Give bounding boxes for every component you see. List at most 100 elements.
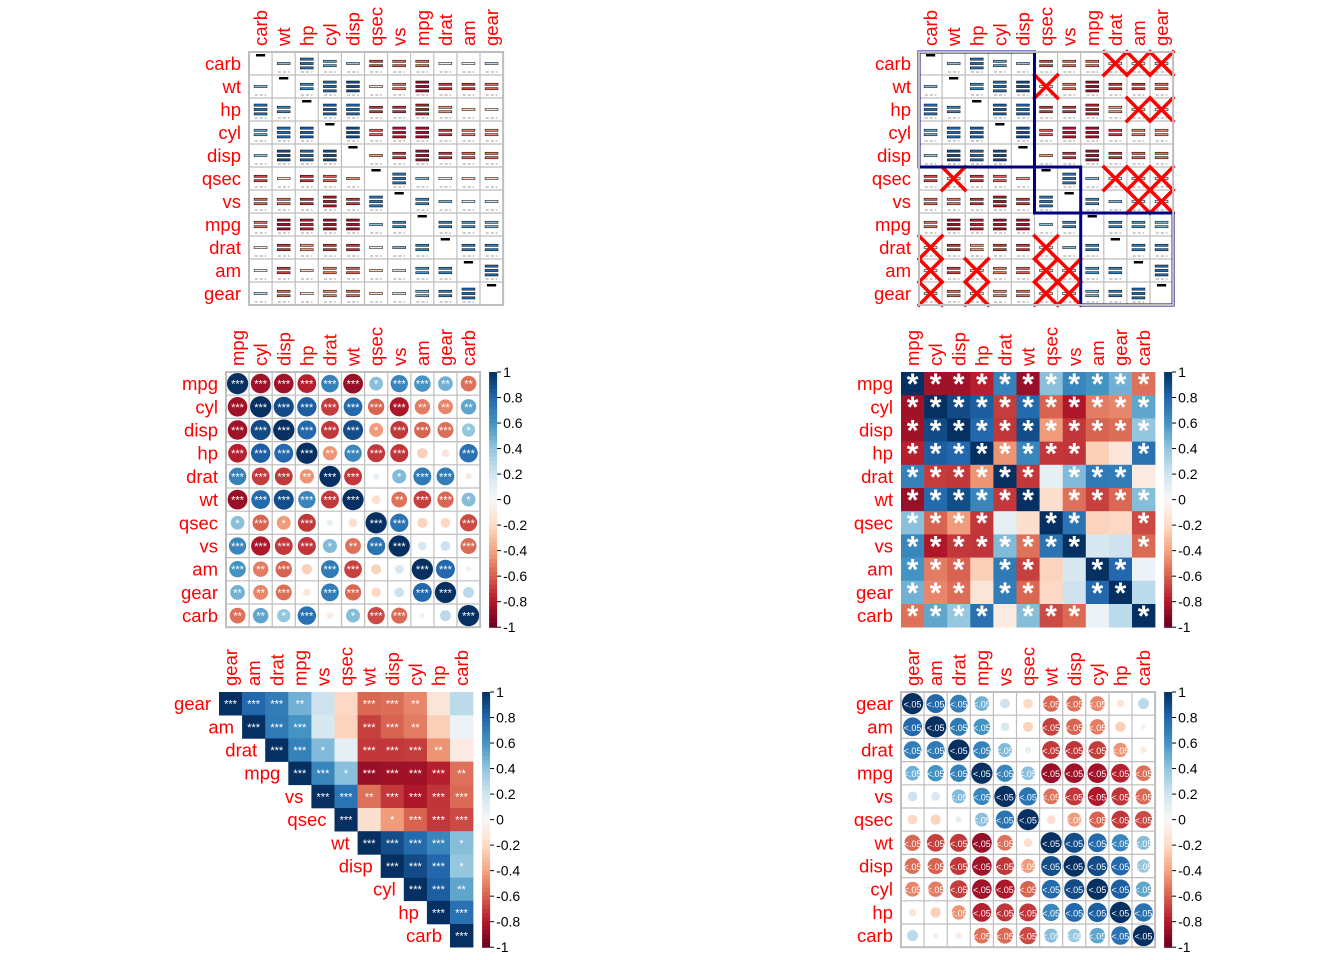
- p2-cell-bar: [993, 80, 1007, 84]
- p2-cell-bar: [946, 243, 961, 247]
- p4-col-label-wt: wt: [1018, 348, 1039, 368]
- p6-circle: [995, 810, 1015, 829]
- p2-cell: [1154, 264, 1169, 280]
- p3-sig-label: **: [441, 402, 450, 414]
- p1-cell: [438, 220, 453, 234]
- p1-cell: [417, 215, 427, 218]
- p5-cell: [311, 692, 335, 716]
- p3-colorbar-label: -0.8: [503, 594, 527, 610]
- p3-circle: [365, 512, 387, 534]
- p5-colorbar-seg: [482, 870, 491, 876]
- p5-colorbar-seg: [482, 717, 491, 723]
- p6-colorbar-seg: [1164, 747, 1173, 753]
- p3-circle: [414, 375, 431, 392]
- p2-cell: [1133, 261, 1144, 264]
- p4-cell: [1132, 534, 1156, 558]
- p3-colorbar-seg: [489, 423, 498, 428]
- p6-circle: [903, 717, 922, 737]
- p2-col-label-gear: gear: [1151, 9, 1172, 46]
- p2-insig-cross: [1055, 279, 1084, 308]
- p4-colorbar-seg: [1164, 571, 1173, 577]
- p3-col-label-am: am: [412, 340, 433, 366]
- p6-sig-label: <.05: [927, 839, 945, 849]
- p1-cell-bar: [461, 128, 476, 132]
- p5-colorbar-label: -0.4: [496, 863, 520, 879]
- p2-cell: [1016, 243, 1030, 257]
- p3-sig-label: ***: [347, 587, 361, 599]
- p1-cell-bar: [484, 87, 499, 91]
- p1-cell: [438, 200, 453, 211]
- p1-cell-bar: [323, 266, 337, 270]
- p5-sig-label: ***: [270, 722, 284, 734]
- p1-cell: [253, 246, 268, 257]
- p6-colorbar-seg: [1164, 798, 1173, 804]
- p3-col-label-drat: drat: [319, 334, 340, 366]
- p3-circle: [229, 560, 246, 578]
- p2-cell: [1062, 220, 1076, 234]
- p3-sig-label: ***: [462, 448, 476, 460]
- p5-col-label-am: am: [243, 660, 264, 686]
- p4-colorbar-seg: [1164, 469, 1173, 475]
- p5-colorbar-label: -0.8: [496, 914, 520, 930]
- p2-cell: [1041, 169, 1051, 172]
- p1-cell-bar: [438, 87, 453, 91]
- p4-cell: [1132, 580, 1156, 605]
- p4-cell: [970, 511, 994, 535]
- p1-cell: [484, 200, 499, 211]
- p6-sig-label: <.05: [1135, 839, 1153, 849]
- p6-circle: [949, 833, 968, 852]
- p5-colorbar-label: -1: [496, 939, 509, 955]
- p4-sig-star: *: [976, 391, 988, 424]
- p2-cell-bar: [923, 128, 938, 132]
- p5-colorbar-seg: [482, 904, 491, 910]
- p2-cell-bar: [970, 135, 984, 139]
- p5-col-label-vs: vs: [312, 668, 333, 687]
- p1-cell-bar: [392, 87, 406, 91]
- p2-cell-bar: [1085, 177, 1099, 180]
- p1-cell-bar: [253, 85, 268, 88]
- p4-sig-star: *: [930, 507, 942, 540]
- p4-cell: [1039, 395, 1063, 419]
- p5-cell: [426, 692, 451, 716]
- p5-sig-label: ***: [409, 884, 423, 896]
- p4-sig-star: *: [976, 600, 988, 633]
- p5-row-label-disp: disp: [339, 856, 373, 877]
- p1-cell-bar: [461, 292, 476, 295]
- p4-sig-star: *: [1092, 368, 1104, 401]
- p6-colorbar-seg: [1164, 925, 1173, 931]
- p1-cell-bar: [392, 225, 406, 229]
- p3-circle: [226, 372, 249, 395]
- p2-cell: [946, 243, 961, 257]
- p2-cell-bar: [1154, 156, 1169, 160]
- p1-cell-bar: [323, 289, 337, 293]
- p3-sig-label: ***: [416, 379, 430, 391]
- p4-cell: [1016, 372, 1040, 396]
- p6-sig-label: <.05: [973, 746, 991, 756]
- p1-cell: [276, 149, 291, 165]
- p4-colorbar-seg: [1164, 605, 1173, 611]
- p4-sig-star: *: [930, 438, 942, 471]
- p5-colorbar-seg: [482, 747, 491, 753]
- p6-circle: [973, 787, 991, 806]
- p3-circle: [390, 513, 409, 532]
- p4-cell: [901, 488, 925, 512]
- p3-sig-label: ***: [416, 495, 430, 507]
- p3-circle: [367, 444, 386, 463]
- p2-cell-bar: [923, 197, 938, 201]
- p3-sig-label: ***: [370, 541, 384, 553]
- p3-circle: [299, 469, 314, 484]
- p5-cell: [357, 761, 381, 786]
- p2-cell: [1085, 289, 1099, 303]
- p1-cell-bar: [415, 89, 429, 93]
- p6-sig-label: <.05: [1019, 816, 1037, 826]
- p6-circle: [1064, 902, 1084, 922]
- p6-sig-label: <.05: [1135, 769, 1153, 779]
- p6-sig-label: <.05: [1065, 839, 1083, 849]
- p2-cell-bar: [1085, 112, 1099, 116]
- p6-sig-label: <.05: [1112, 839, 1130, 849]
- p3-circle: [228, 467, 247, 486]
- p1-cell-bar: [484, 220, 499, 224]
- p6-circle: [1089, 696, 1105, 712]
- p3-sig-label: ***: [393, 379, 407, 391]
- p4-colorbar-label: 0.8: [1178, 390, 1198, 406]
